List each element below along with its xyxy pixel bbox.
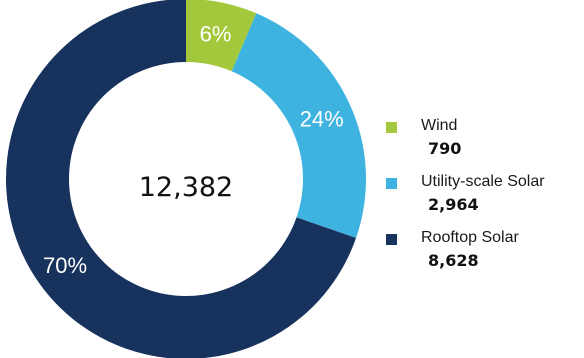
legend-swatch-rooftop-solar [386, 234, 397, 245]
legend-value-utility-scale-solar: 2,964 [428, 195, 479, 214]
donut-slices [6, 0, 367, 358]
center-total-label: 12,382 [139, 172, 233, 203]
percent-labels: 6% 24% 70% [43, 21, 344, 278]
percent-label-wind: 6% [200, 21, 232, 46]
legend-swatch-wind [386, 122, 397, 133]
legend-label-rooftop-solar: Rooftop Solar [421, 229, 519, 246]
percent-label-utility-scale-solar: 24% [300, 107, 344, 132]
slice-wind [186, 0, 257, 72]
legend-swatch-utility-scale-solar [386, 178, 397, 189]
legend-value-wind: 790 [428, 139, 462, 158]
legend-value-rooftop-solar: 8,628 [428, 251, 479, 270]
percent-label-rooftop-solar: 70% [43, 253, 87, 278]
slice-utility-scale-solar [231, 13, 367, 239]
legend-label-utility-scale-solar: Utility-scale Solar [421, 173, 545, 190]
slice-rooftop-solar [6, 0, 357, 358]
legend-label-wind: Wind [421, 117, 458, 134]
